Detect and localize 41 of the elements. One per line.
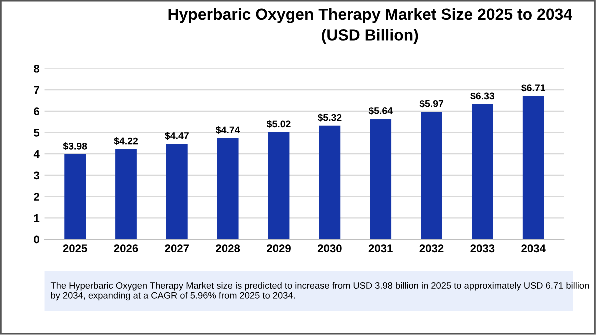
bar xyxy=(64,154,86,240)
bar xyxy=(522,96,544,240)
y-tick-label: 8 xyxy=(34,64,40,73)
bar xyxy=(116,149,137,240)
x-tick-label: 2028 xyxy=(216,244,240,253)
x-tick-label: 2031 xyxy=(368,244,393,253)
x-tick-label: 2034 xyxy=(522,244,546,253)
y-tick-label: 1 xyxy=(34,214,40,222)
data-label: $4.74 xyxy=(216,126,240,134)
y-tick-label: 4 xyxy=(34,150,40,158)
bar xyxy=(319,126,341,240)
bar xyxy=(421,112,442,240)
bar xyxy=(268,132,290,240)
x-tick-label: 2029 xyxy=(267,244,291,253)
x-tick-label: 2026 xyxy=(114,244,138,253)
y-tick-label: 7 xyxy=(34,86,40,94)
x-tick-label: 2033 xyxy=(470,244,495,253)
data-label: $5.97 xyxy=(420,100,444,108)
bar xyxy=(166,144,188,240)
y-tick-label: 5 xyxy=(34,129,40,137)
y-tick-label: 3 xyxy=(34,172,40,180)
data-label: $4.22 xyxy=(114,137,138,146)
text: The Hyperbaric Oxygen Therapy Market size is predicted to increase from USD 3.98 billion in 2025 to approximately USD 6.71 billion by 2034, expanding at a CAGR of 5.96% from 2025 to 2034. xyxy=(50,282,590,301)
x-tick-label: 2025 xyxy=(63,244,88,253)
x-tick-label: 2030 xyxy=(318,244,342,253)
bar xyxy=(370,119,392,240)
data-label: $4.47 xyxy=(165,132,189,140)
data-label: $6.33 xyxy=(470,92,495,100)
y-tick-label: 6 xyxy=(34,108,40,116)
bar xyxy=(217,138,239,240)
data-label: $3.98 xyxy=(63,142,88,150)
data-label: $5.02 xyxy=(266,120,291,128)
bar xyxy=(472,104,494,240)
data-label: $5.32 xyxy=(318,114,342,122)
data-label: $5.64 xyxy=(368,107,393,115)
x-tick-label: 2027 xyxy=(165,244,190,253)
chart-title: Hyperbaric Oxygen Therapy Market Size 2025 to 2034 (USD Billion) xyxy=(168,8,572,44)
x-tick-label: 2032 xyxy=(420,244,444,253)
data-label: $6.71 xyxy=(522,84,546,92)
y-tick-label: 2 xyxy=(34,193,40,201)
y-tick-label: 0 xyxy=(34,236,40,244)
